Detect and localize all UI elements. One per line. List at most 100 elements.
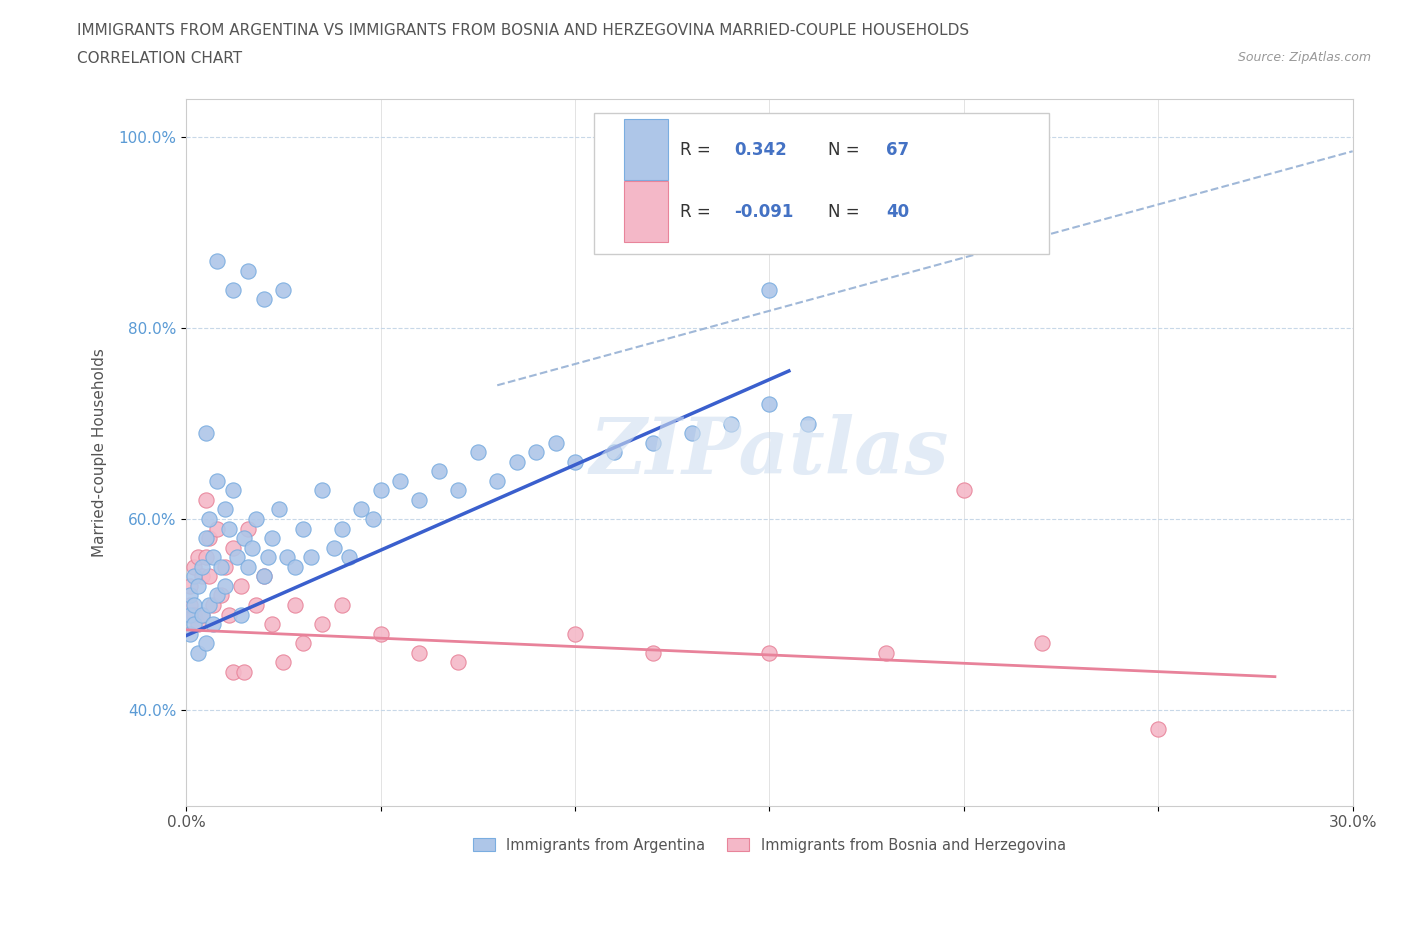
- Point: [198, 512, 221, 526]
- Point: [183, 607, 205, 622]
- Point: [183, 559, 205, 574]
- Point: [194, 493, 217, 508]
- Point: [1147, 722, 1170, 737]
- Point: [183, 569, 205, 584]
- Point: [361, 512, 384, 526]
- FancyBboxPatch shape: [624, 181, 668, 242]
- Point: [214, 559, 236, 574]
- Text: -0.091: -0.091: [734, 203, 794, 220]
- Point: [202, 550, 225, 565]
- Point: [187, 550, 209, 565]
- Point: [408, 493, 430, 508]
- Point: [311, 617, 333, 631]
- Point: [238, 263, 260, 278]
- Point: [330, 521, 353, 536]
- Point: [238, 521, 260, 536]
- Point: [875, 645, 897, 660]
- Point: [447, 483, 470, 498]
- Point: [408, 645, 430, 660]
- Point: [187, 578, 209, 593]
- Point: [284, 598, 307, 613]
- Point: [222, 540, 245, 555]
- Point: [276, 550, 298, 565]
- Point: [229, 578, 252, 593]
- Point: [194, 636, 217, 651]
- Point: [194, 531, 217, 546]
- Point: [233, 531, 256, 546]
- Point: [179, 626, 201, 641]
- Point: [238, 559, 260, 574]
- Point: [641, 645, 664, 660]
- Point: [214, 578, 236, 593]
- Point: [797, 416, 820, 431]
- Point: [273, 283, 295, 298]
- Point: [202, 598, 225, 613]
- Point: [190, 569, 212, 584]
- Point: [427, 464, 450, 479]
- Point: [758, 645, 780, 660]
- Text: Source: ZipAtlas.com: Source: ZipAtlas.com: [1237, 51, 1371, 64]
- Point: [233, 664, 256, 679]
- Text: IMMIGRANTS FROM ARGENTINA VS IMMIGRANTS FROM BOSNIA AND HERZEGOVINA MARRIED-COUP: IMMIGRANTS FROM ARGENTINA VS IMMIGRANTS …: [77, 23, 970, 38]
- Text: 40: 40: [886, 203, 910, 220]
- Point: [222, 664, 245, 679]
- Point: [187, 645, 209, 660]
- Point: [225, 550, 247, 565]
- Point: [350, 502, 373, 517]
- Point: [291, 636, 314, 651]
- Point: [218, 607, 240, 622]
- Point: [253, 569, 276, 584]
- FancyBboxPatch shape: [624, 119, 668, 180]
- Point: [194, 550, 217, 565]
- Point: [222, 283, 245, 298]
- Y-axis label: Married-couple Households: Married-couple Households: [93, 348, 107, 556]
- Point: [240, 540, 263, 555]
- Point: [311, 483, 333, 498]
- Point: [183, 617, 205, 631]
- Point: [564, 454, 586, 469]
- Point: [207, 588, 229, 603]
- Point: [207, 254, 229, 269]
- Point: [370, 626, 392, 641]
- Point: [214, 502, 236, 517]
- Text: 0.342: 0.342: [734, 140, 787, 159]
- Point: [284, 559, 307, 574]
- Point: [269, 502, 291, 517]
- FancyBboxPatch shape: [595, 113, 1049, 254]
- Point: [603, 445, 626, 459]
- Text: 67: 67: [886, 140, 910, 159]
- Point: [190, 607, 212, 622]
- Point: [681, 426, 703, 441]
- Point: [260, 531, 283, 546]
- Point: [953, 483, 976, 498]
- Point: [339, 550, 361, 565]
- Point: [207, 473, 229, 488]
- Point: [198, 598, 221, 613]
- Point: [190, 559, 212, 574]
- Legend: Immigrants from Argentina, Immigrants from Bosnia and Herzegovina: Immigrants from Argentina, Immigrants fr…: [467, 831, 1071, 858]
- Point: [273, 655, 295, 670]
- Point: [222, 483, 245, 498]
- Point: [179, 588, 201, 603]
- Point: [253, 292, 276, 307]
- Point: [209, 559, 232, 574]
- Text: R =: R =: [679, 203, 716, 220]
- Point: [322, 540, 344, 555]
- Point: [299, 550, 322, 565]
- Text: N =: N =: [828, 203, 865, 220]
- Point: [486, 473, 509, 488]
- Point: [179, 578, 201, 593]
- Point: [207, 521, 229, 536]
- Point: [758, 397, 780, 412]
- Point: [183, 598, 205, 613]
- Point: [370, 483, 392, 498]
- Point: [198, 531, 221, 546]
- Point: [544, 435, 567, 450]
- Text: CORRELATION CHART: CORRELATION CHART: [77, 51, 242, 66]
- Point: [447, 655, 470, 670]
- Point: [190, 607, 212, 622]
- Text: R =: R =: [679, 140, 716, 159]
- Point: [758, 283, 780, 298]
- Point: [720, 416, 742, 431]
- Point: [179, 607, 201, 622]
